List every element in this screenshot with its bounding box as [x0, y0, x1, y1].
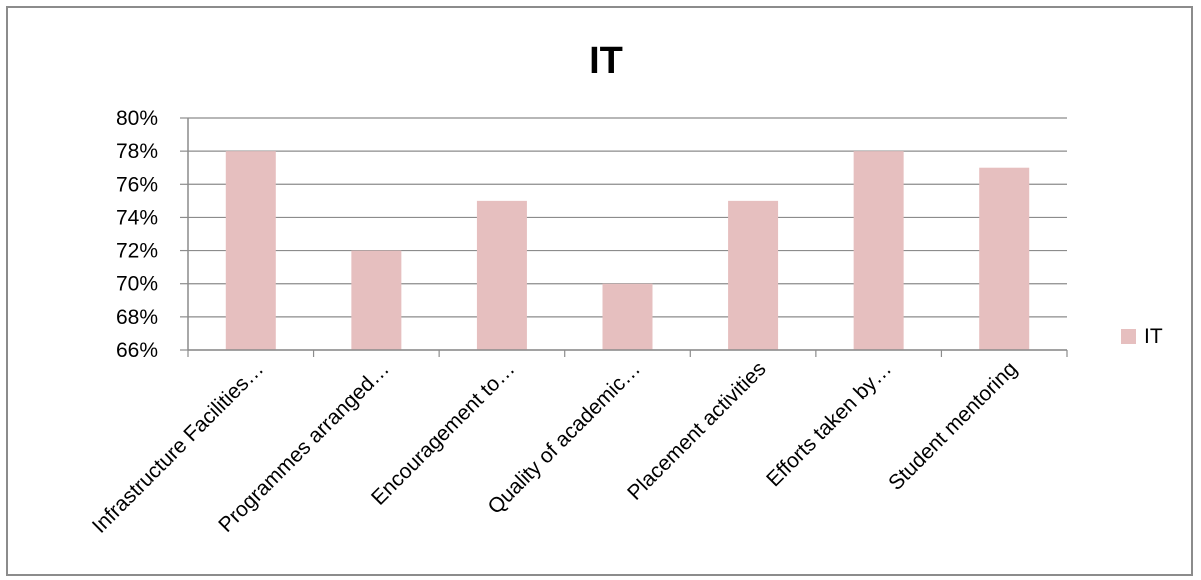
y-tick-label: 76% [116, 173, 158, 196]
x-category-label: Efforts taken by… [762, 357, 896, 491]
bar [476, 200, 527, 350]
y-tick-label: 74% [116, 206, 158, 229]
bar [979, 167, 1030, 350]
y-tick-label: 66% [116, 339, 158, 362]
axes [187, 118, 1068, 357]
bar [225, 151, 276, 350]
y-tick-label: 68% [116, 306, 158, 329]
y-tick-label: 72% [116, 240, 158, 263]
y-tick-label: 78% [116, 140, 158, 163]
legend: IT [1121, 325, 1163, 348]
x-category-label: Encouragement to… [367, 357, 519, 509]
bar [602, 283, 653, 350]
bar [728, 200, 779, 350]
y-tick-label: 70% [116, 273, 158, 296]
chart-title: IT [589, 40, 623, 82]
bars [225, 151, 1030, 350]
legend-swatch [1121, 329, 1136, 344]
y-tick-labels: 66% 68% 70% 72% 74% 76% 78% 80% [116, 107, 158, 362]
x-category-label: Placement activities [623, 357, 770, 504]
y-tick-label: 80% [116, 107, 158, 130]
legend-label: IT [1144, 325, 1163, 348]
x-category-label: Student mentoring [884, 357, 1022, 495]
x-category-labels: Infrastructure Facilities…Programmes arr… [88, 357, 1022, 537]
bar [351, 250, 402, 350]
bar [853, 151, 904, 350]
